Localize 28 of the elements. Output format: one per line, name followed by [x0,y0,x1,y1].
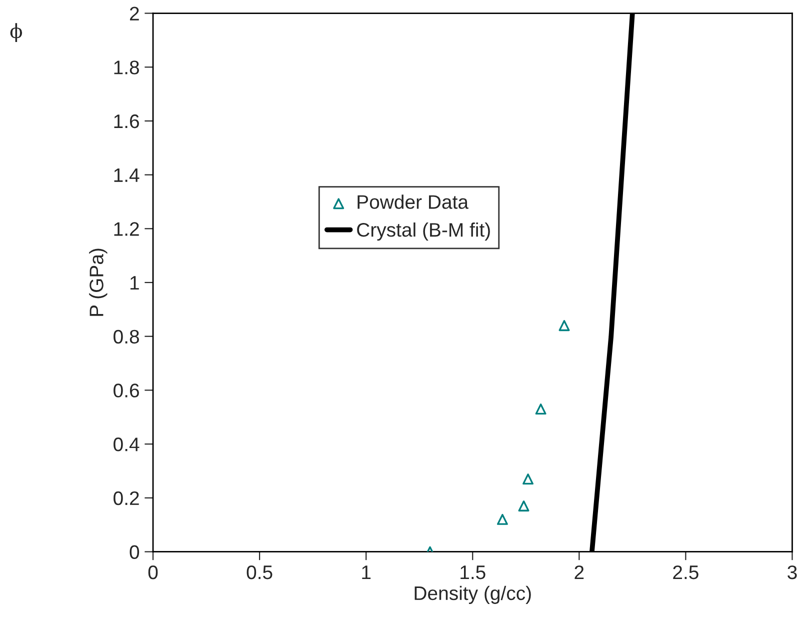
y-tick-label: 1.4 [114,168,140,182]
point [522,474,534,485]
x-tick-label: 1 [362,566,371,580]
point [518,500,530,512]
legend-label: Crystal (B-M fit) [357,222,490,241]
point [535,404,546,415]
y-axis-title: P (GPa) [89,248,108,316]
y-tick-label: 0.6 [114,384,139,398]
x-tick-label: 2.5 [673,565,698,580]
y-tick-label: 0.4 [114,438,140,452]
legend-label: Powder Data [358,194,468,209]
y-tick-label: 0.8 [114,330,139,344]
point [496,514,508,525]
x-tick-label: 0.5 [246,565,272,580]
x-tick-label: 1.5 [460,566,486,580]
y-tick-label: 0 [130,545,140,559]
x-tick-label: 3 [788,565,797,580]
text: ϕ [10,23,22,42]
y-tick-label: 1.6 [114,114,139,128]
y-tick-label: 1.2 [114,222,139,236]
x-tick-label: 0 [148,565,158,580]
y-tick-label: 1 [130,276,139,290]
point [558,320,570,332]
y-tick-label: 2 [130,6,139,20]
y-tick-label: 1.8 [114,60,139,74]
y-tick-label: 0.2 [114,491,139,506]
x-axis-title: Density (g/cc) [414,586,531,604]
x-tick-label: 2 [574,565,584,580]
